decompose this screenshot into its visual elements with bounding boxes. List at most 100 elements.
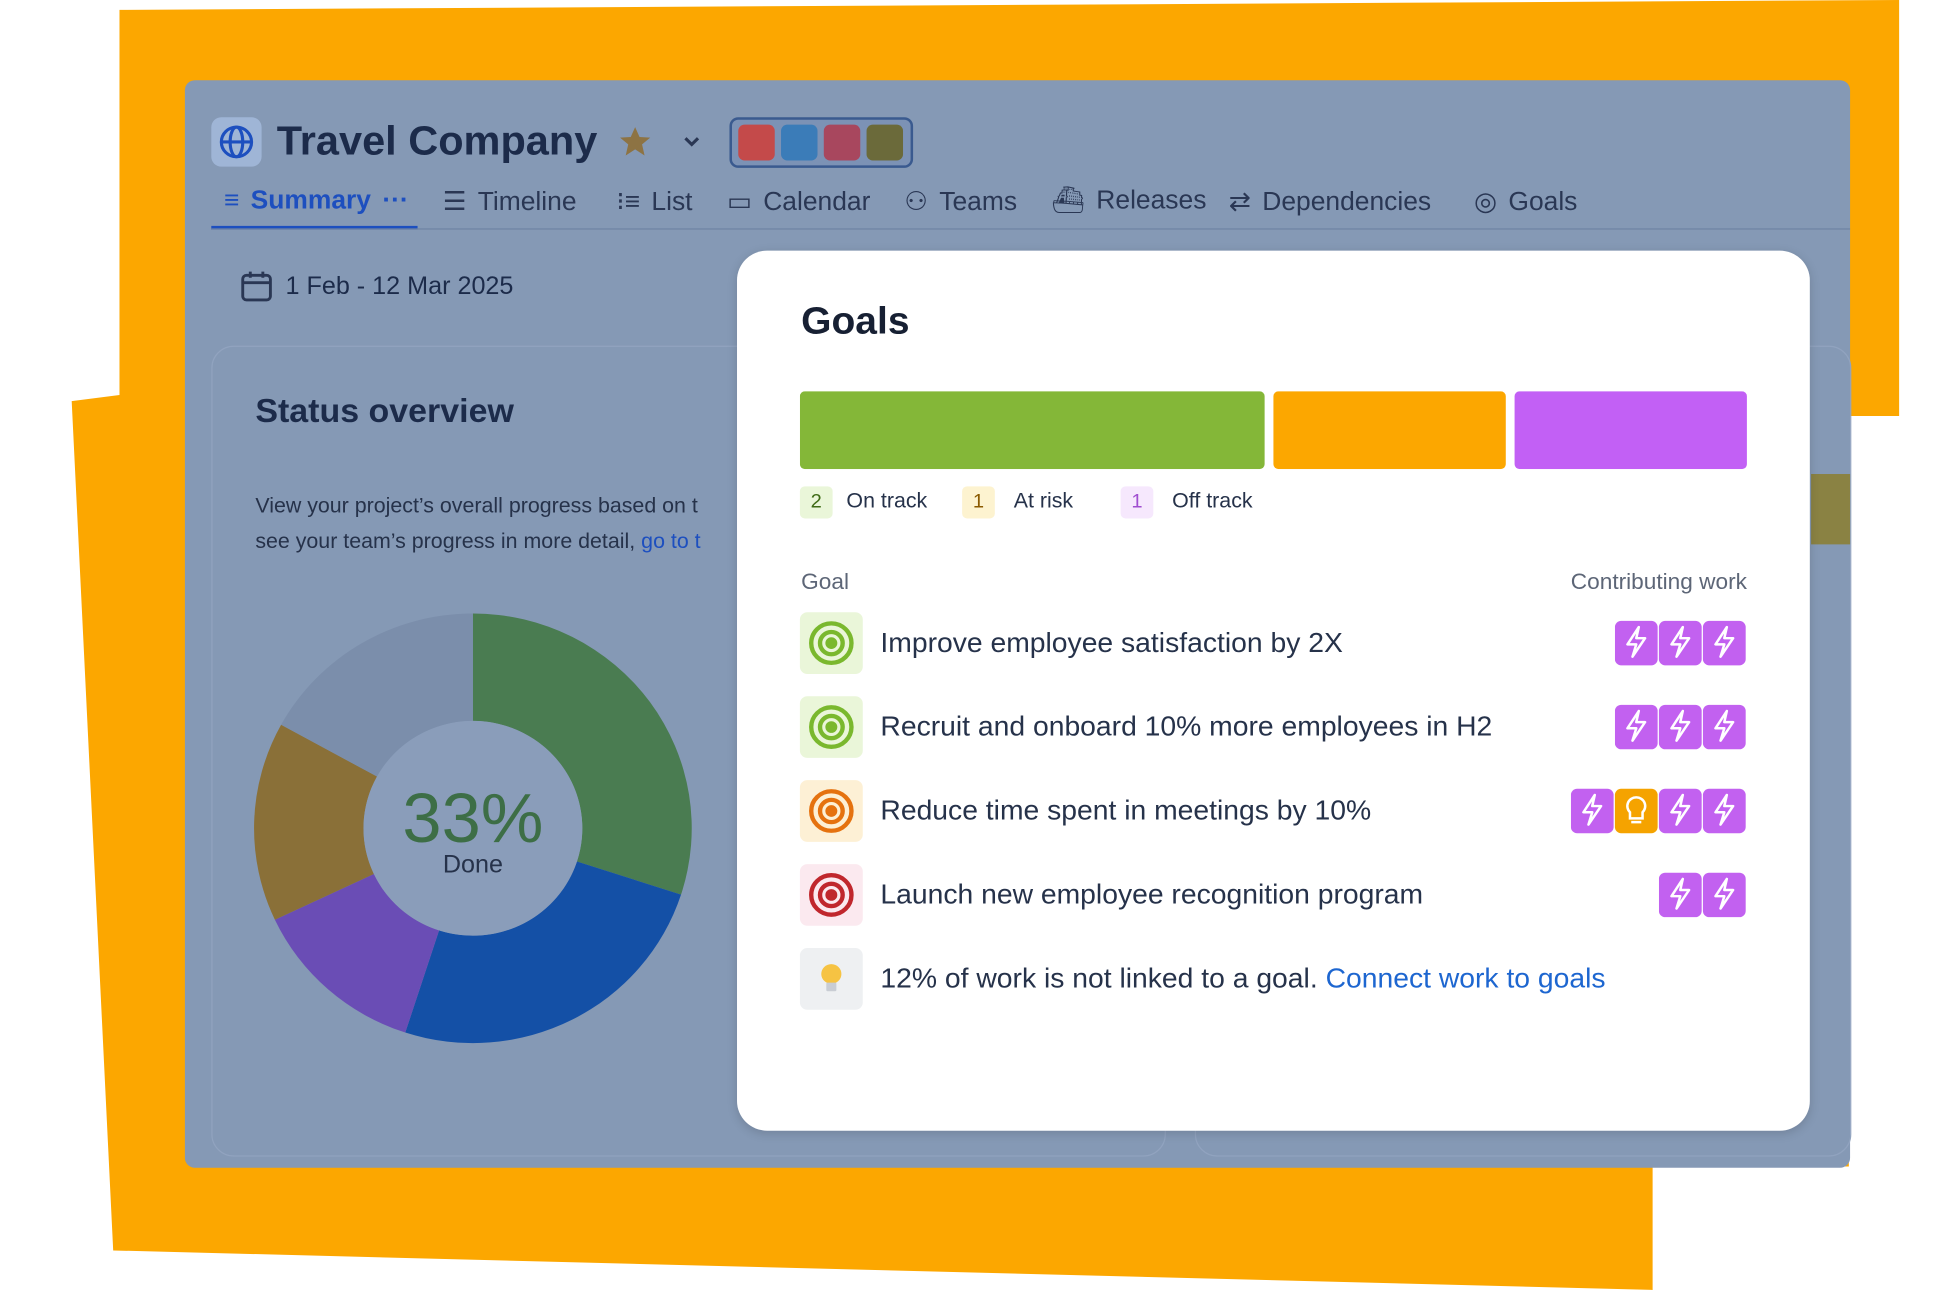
tab[interactable]: ⇄ Dependencies bbox=[1228, 187, 1432, 217]
donut-center-label: 33% bbox=[402, 778, 544, 857]
target-ring bbox=[809, 873, 854, 917]
legend-label: On track bbox=[846, 488, 928, 513]
donut-segment bbox=[472, 613, 692, 895]
bolt-glyph bbox=[1582, 793, 1603, 826]
donut-hole bbox=[363, 720, 583, 936]
contributing-work bbox=[1658, 872, 1746, 918]
status-title: Status overview bbox=[255, 392, 514, 430]
goals-title: Goals bbox=[801, 298, 910, 342]
tab[interactable]: ▭ Calendar bbox=[726, 187, 871, 217]
legend-count: 1 bbox=[1120, 486, 1154, 519]
status-description: View your project’s overall progress bas… bbox=[255, 488, 700, 560]
donut-segment bbox=[281, 613, 473, 777]
bolt-glyph bbox=[1626, 709, 1647, 742]
date-range[interactable]: 1 Feb - 12 Mar 2025 bbox=[285, 272, 514, 300]
goals-modal bbox=[737, 250, 1810, 1131]
target-ring bbox=[809, 789, 854, 833]
work-item bbox=[1658, 704, 1702, 750]
contributing-work bbox=[1614, 620, 1746, 666]
goal-name: Reduce time spent in meetings by 10% bbox=[880, 794, 1372, 826]
bolt-glyph bbox=[1714, 877, 1735, 910]
bolt-glyph bbox=[1670, 877, 1691, 910]
chevron[interactable] bbox=[679, 130, 704, 155]
bar-segment bbox=[799, 391, 1265, 470]
legend-count: 2 bbox=[799, 486, 833, 519]
target-ring bbox=[817, 629, 845, 657]
description-line: View your project’s overall progress bas… bbox=[255, 493, 698, 518]
tab[interactable]: ≡ Summary ··· bbox=[223, 186, 409, 215]
donut-segment bbox=[405, 861, 682, 1044]
target-ring bbox=[825, 637, 838, 649]
contributing-work bbox=[1570, 788, 1746, 834]
work-item bbox=[1570, 788, 1614, 834]
goal-name: Launch new employee recognition program bbox=[880, 878, 1424, 910]
description-line: see your team’s progress in more detail,… bbox=[255, 523, 700, 559]
bolt-glyph bbox=[1714, 625, 1735, 658]
goals-bar bbox=[799, 391, 1747, 470]
bolt-glyph bbox=[1714, 793, 1735, 826]
work-item bbox=[1658, 620, 1702, 666]
work-item bbox=[1614, 620, 1658, 666]
bar-segment bbox=[1514, 391, 1747, 470]
project-icon bbox=[211, 117, 262, 167]
target-ring bbox=[809, 705, 854, 749]
side-card-bar bbox=[1811, 474, 1851, 545]
bolt-glyph bbox=[1714, 709, 1735, 742]
calendar-icon bbox=[241, 271, 272, 302]
work-item bbox=[1614, 704, 1658, 750]
bolt-glyph bbox=[1670, 625, 1691, 658]
work-item bbox=[1702, 788, 1746, 834]
link[interactable]: go to t bbox=[641, 529, 701, 554]
target-ring bbox=[817, 797, 845, 825]
app-icons[interactable] bbox=[729, 117, 914, 168]
description-text: see your team’s progress in more detail, bbox=[255, 529, 636, 554]
link[interactable]: Connect work to goals bbox=[1325, 962, 1606, 994]
goal-icon bbox=[799, 864, 863, 926]
work-item bbox=[1658, 788, 1702, 834]
donut-chart bbox=[254, 613, 692, 1044]
tip-icon bbox=[799, 948, 863, 1010]
goal-name: Recruit and onboard 10% more employees i… bbox=[880, 711, 1493, 742]
work-item bbox=[1702, 704, 1746, 750]
target-ring bbox=[809, 621, 854, 666]
goal-icon bbox=[799, 780, 863, 842]
donut-segment bbox=[274, 874, 440, 1033]
goal-icon bbox=[799, 696, 863, 758]
donut-center-sublabel: Done bbox=[442, 851, 503, 879]
legend-count: 1 bbox=[962, 486, 995, 519]
target-ring bbox=[817, 881, 845, 909]
target-icon bbox=[809, 705, 854, 749]
bolt-glyph bbox=[1626, 625, 1647, 658]
tab[interactable]: ⛴ Releases bbox=[1051, 186, 1207, 215]
legend-label: At risk bbox=[1013, 488, 1074, 513]
target-ring bbox=[817, 713, 845, 741]
target-ring bbox=[825, 721, 838, 733]
tab[interactable]: ⁝≡ List bbox=[616, 187, 693, 217]
tab[interactable]: ☰ Timeline bbox=[442, 187, 577, 217]
contributing-work bbox=[1614, 704, 1746, 750]
goal-name: Improve employee satisfaction by 2X bbox=[880, 627, 1343, 658]
bulb-glyph bbox=[1626, 796, 1647, 824]
bolt-glyph bbox=[1670, 709, 1691, 742]
legend-label: Off track bbox=[1172, 488, 1253, 513]
note-text: 12% of work is not linked to a goal. bbox=[880, 962, 1318, 994]
tab[interactable]: ◎ Goals bbox=[1474, 187, 1578, 217]
tab[interactable]: ⚇ Teams bbox=[904, 187, 1018, 217]
tab-divider bbox=[211, 228, 1851, 230]
bolt-glyph bbox=[1670, 793, 1691, 826]
work-item bbox=[1658, 872, 1702, 918]
work-item bbox=[1614, 788, 1658, 834]
project-title: Travel Company bbox=[276, 117, 598, 163]
star[interactable] bbox=[616, 123, 654, 160]
column-header: Goal bbox=[801, 569, 849, 594]
donut-segment bbox=[254, 724, 378, 920]
work-item bbox=[1702, 872, 1746, 918]
target-icon bbox=[809, 873, 854, 917]
active-tab-underline bbox=[211, 225, 418, 230]
goal-icon bbox=[799, 612, 863, 674]
target-icon bbox=[809, 789, 854, 833]
bar-segment bbox=[1273, 391, 1506, 470]
column-header: Contributing work bbox=[1570, 569, 1747, 594]
